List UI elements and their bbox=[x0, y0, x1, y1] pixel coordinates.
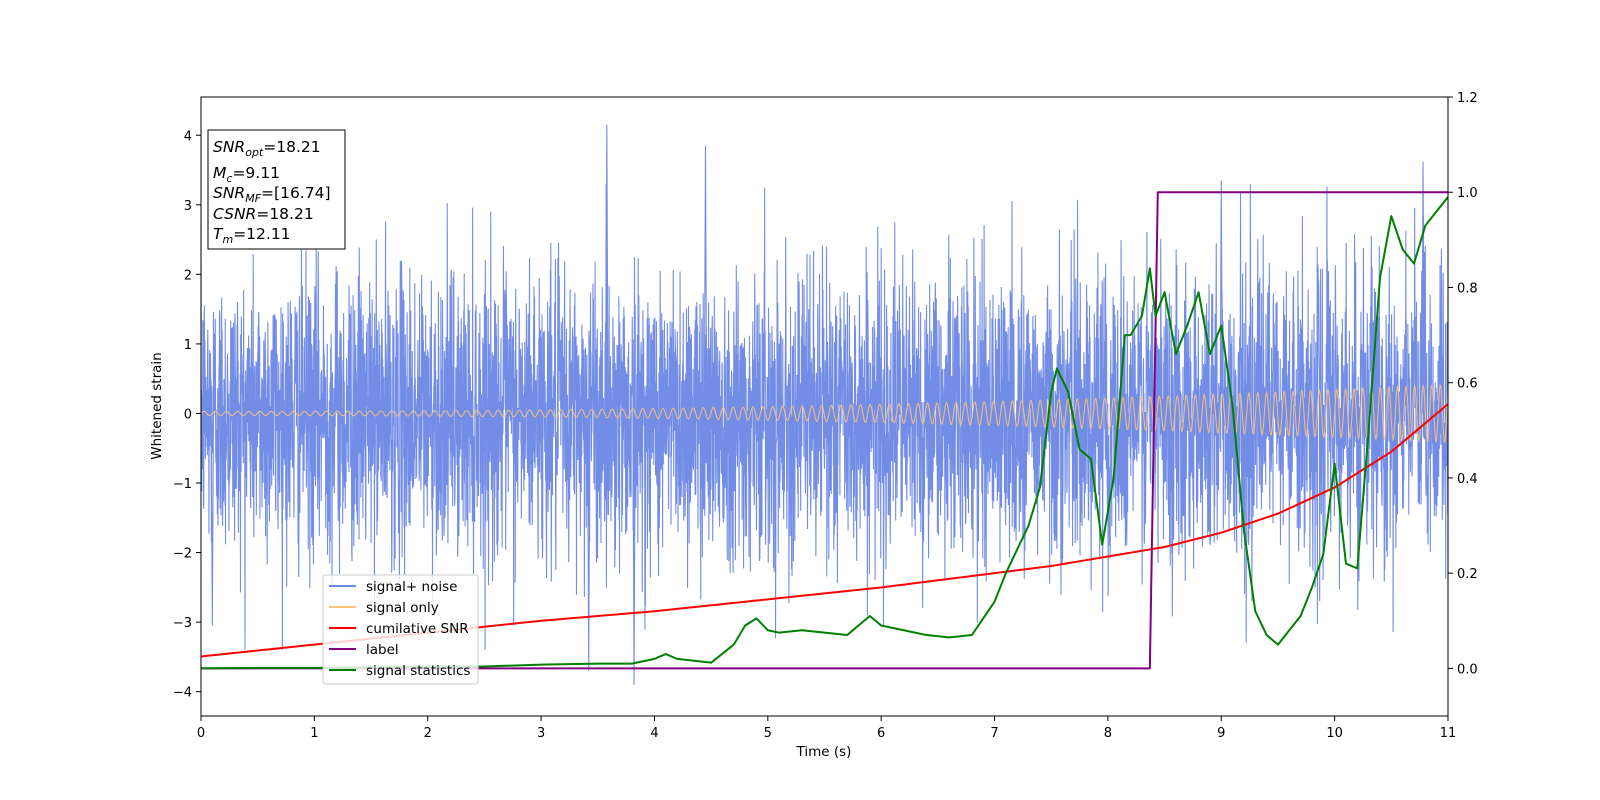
y-tick-label: −2 bbox=[173, 547, 192, 562]
stats-box-frame bbox=[207, 129, 346, 250]
legend-label-signal-noise: signal+ noise bbox=[366, 579, 457, 595]
x-tick-label: 7 bbox=[990, 726, 998, 741]
x-tick-label: 1 bbox=[310, 726, 318, 741]
series-signal-noise bbox=[201, 124, 1448, 685]
axes: 0 1 2 3 4 5 6 7 8 9 10 11 −4 −3 −2 −1 0 1 2 3 4 0.0 0.2 0.4 0.6 0… bbox=[173, 91, 1478, 741]
x-tick-label: 5 bbox=[764, 726, 772, 741]
y-tick-label: 2 bbox=[184, 268, 192, 283]
x-tick-label: 10 bbox=[1326, 726, 1343, 741]
x-tick-label: 2 bbox=[424, 726, 432, 741]
x-tick-label: 8 bbox=[1104, 726, 1112, 741]
legend-label-signal-statistics: signal statistics bbox=[366, 663, 470, 679]
legend: signal+ noise signal only cumilative SNR… bbox=[322, 574, 479, 685]
y-axis-label: Whitened strain bbox=[149, 352, 165, 459]
x-tick-label: 6 bbox=[877, 726, 885, 741]
y2-tick-label: 0.4 bbox=[1457, 472, 1478, 487]
y-tick-label: 3 bbox=[184, 199, 192, 214]
plot-frame bbox=[200, 96, 1449, 717]
series-label bbox=[201, 191, 1448, 670]
legend-label-signal-only: signal only bbox=[366, 600, 439, 616]
x-axis-label: Time (s) bbox=[796, 744, 852, 760]
y-tick-label: −1 bbox=[173, 477, 192, 492]
x-tick-label: 0 bbox=[197, 726, 205, 741]
series-signal-only bbox=[201, 383, 1448, 444]
y2-tick-label: 0.8 bbox=[1457, 281, 1478, 296]
stat-snr-mf: SNRMF=[16.74] bbox=[213, 184, 331, 205]
x-tick-label: 9 bbox=[1217, 726, 1225, 741]
legend-label-cumulative-snr: cumilative SNR bbox=[366, 621, 469, 637]
y-tick-label: −4 bbox=[173, 686, 192, 701]
stat-csnr: CSNR=18.21 bbox=[213, 205, 314, 223]
y2-tick-label: 1.2 bbox=[1457, 91, 1478, 106]
y2-tick-label: 0.6 bbox=[1457, 377, 1478, 392]
y-tick-label: 0 bbox=[184, 407, 192, 422]
legend-frame bbox=[322, 574, 479, 685]
y2-tick-label: 0.0 bbox=[1457, 662, 1478, 677]
y2-tick-label: 1.0 bbox=[1457, 186, 1478, 201]
stat-tm: Tm=12.11 bbox=[213, 225, 291, 246]
legend-label-label: label bbox=[366, 642, 399, 658]
y-tick-label: 4 bbox=[184, 129, 192, 144]
y2-tick-label: 0.2 bbox=[1457, 567, 1478, 582]
stats-box: SNRopt=18.21 Mc=9.11 SNRMF=[16.74] CSNR=… bbox=[207, 129, 346, 250]
x-tick-label: 3 bbox=[537, 726, 545, 741]
stat-mc: Mc=9.11 bbox=[213, 164, 280, 185]
series-signal-statistics bbox=[201, 196, 1448, 670]
x-tick-label: 4 bbox=[650, 726, 658, 741]
y-tick-label: 1 bbox=[184, 338, 192, 353]
y-tick-label: −3 bbox=[173, 616, 192, 631]
x-tick-label: 11 bbox=[1440, 726, 1457, 741]
stat-snr-opt: SNRopt=18.21 bbox=[213, 138, 321, 159]
plot-area bbox=[201, 124, 1448, 685]
